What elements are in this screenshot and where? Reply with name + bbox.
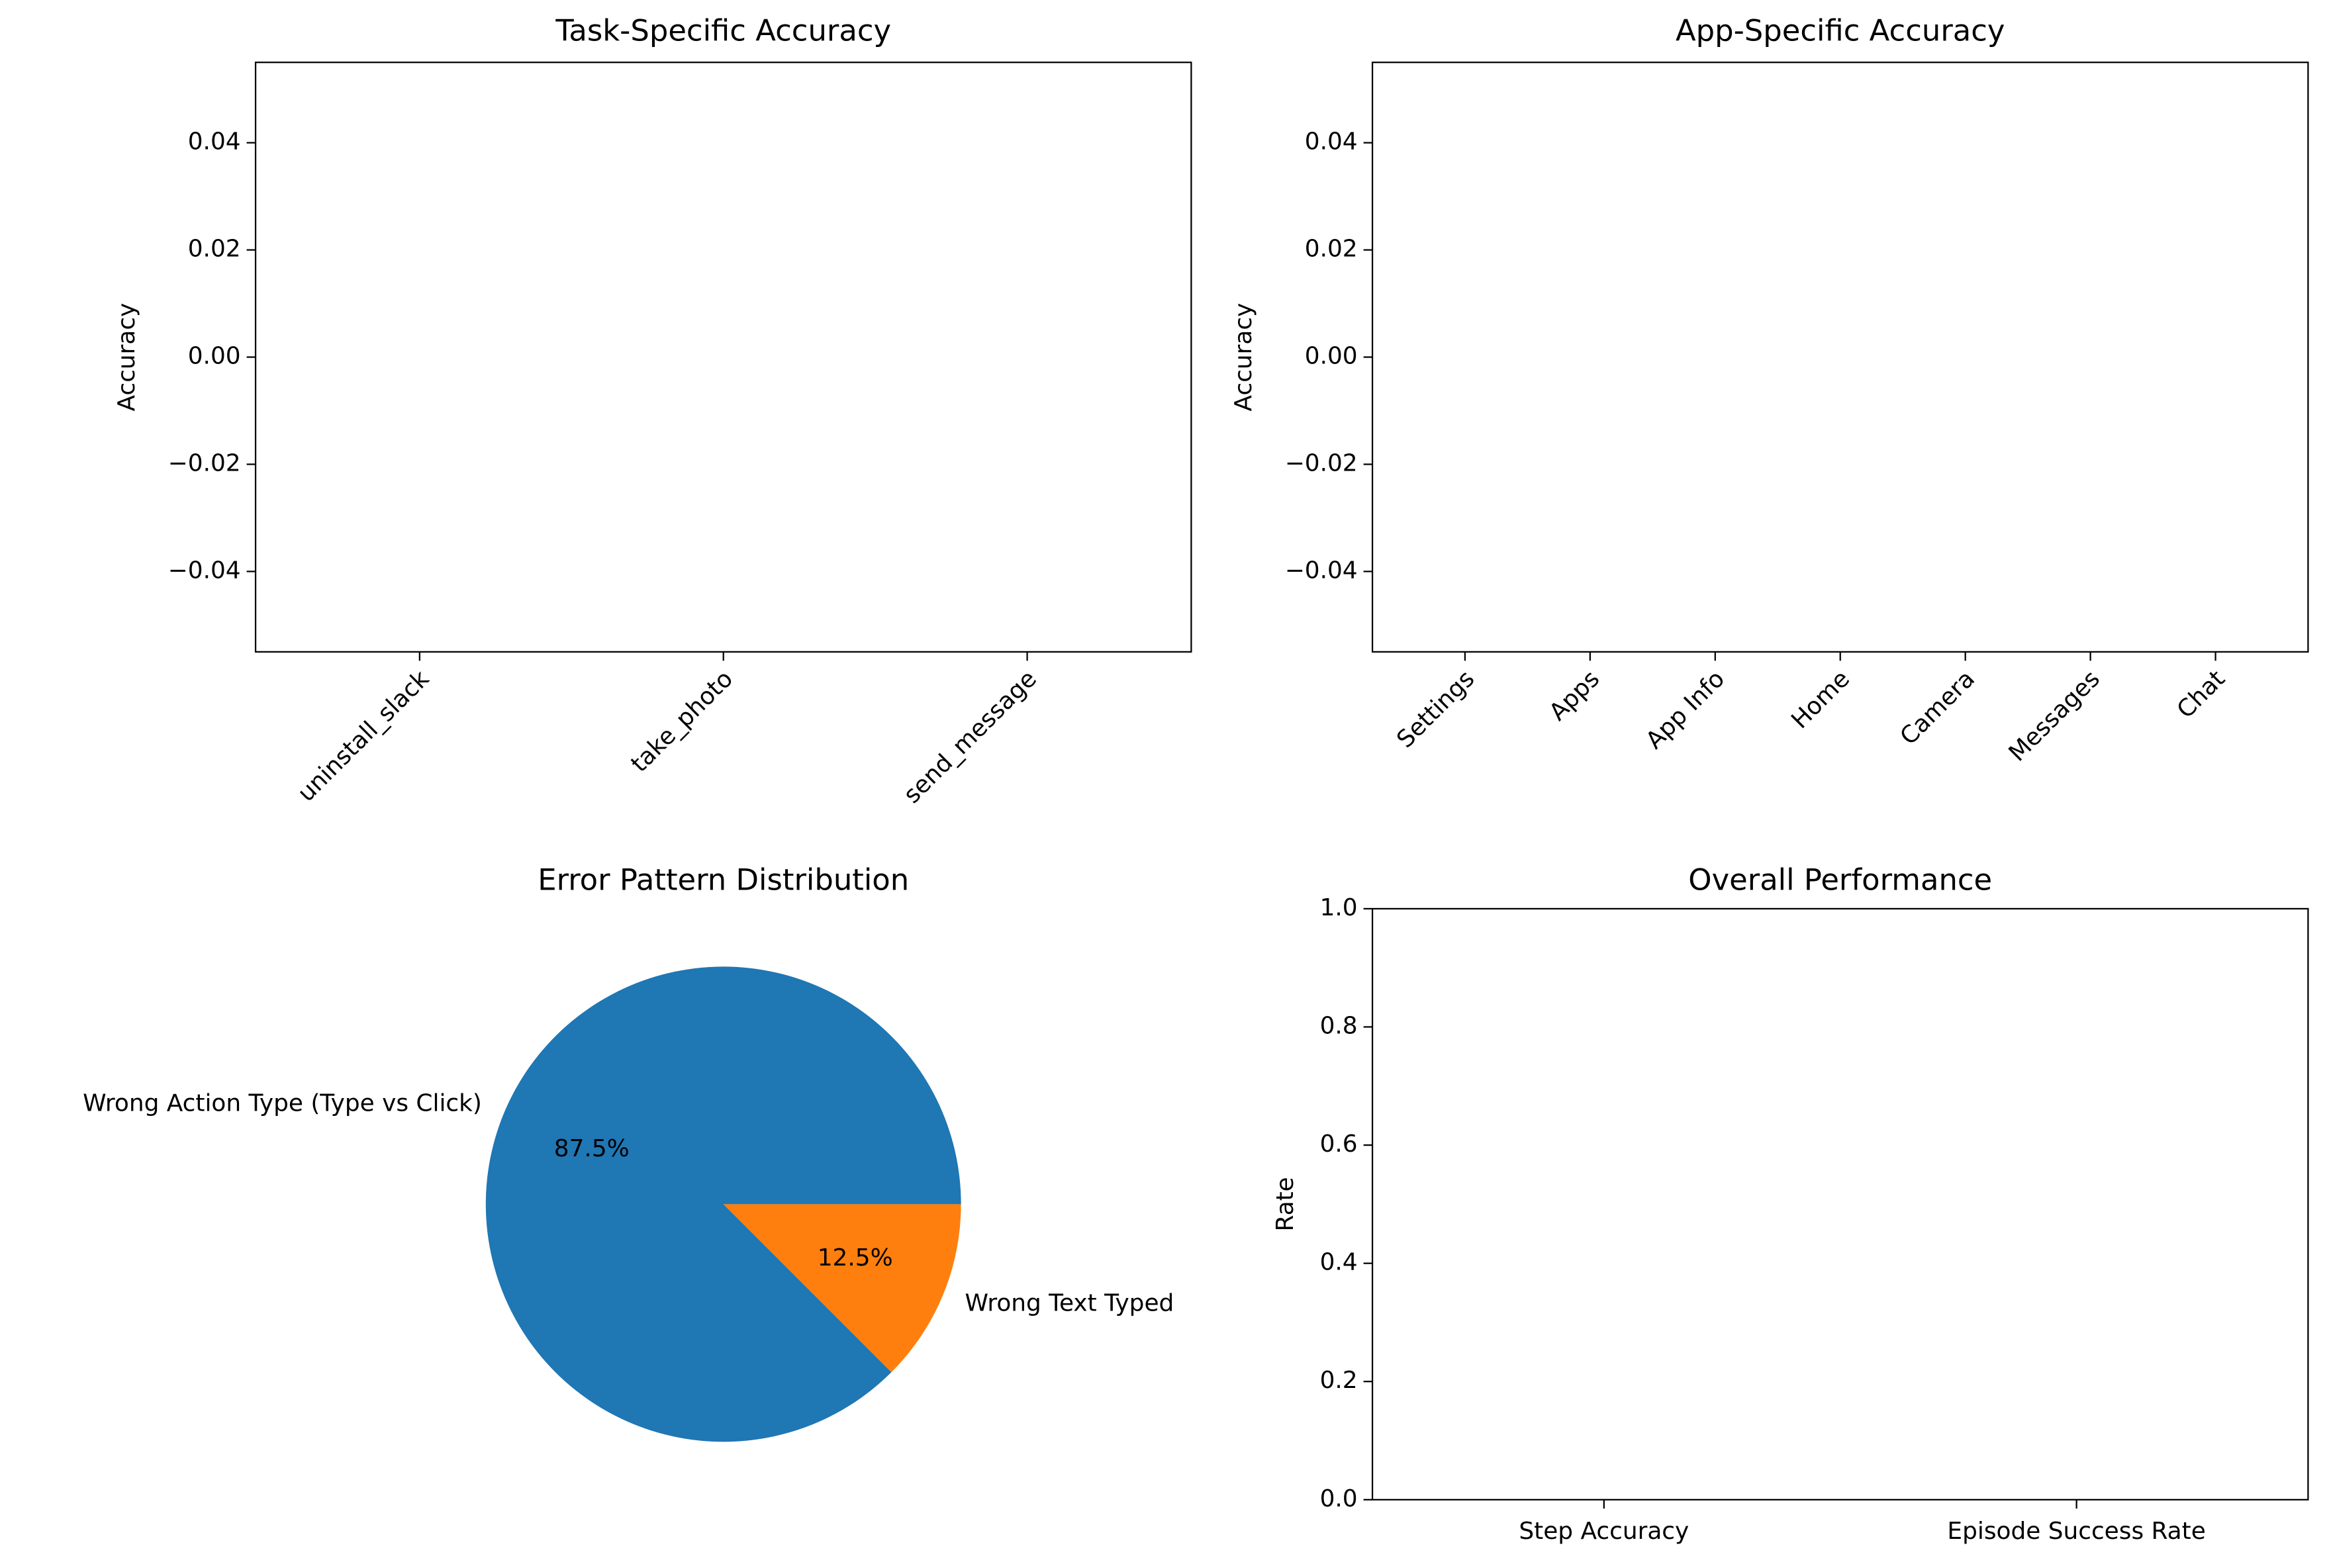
y-tick-label: 0.8	[1320, 1013, 1358, 1040]
y-tick-label: 0.2	[1320, 1367, 1358, 1394]
chart-title: App-Specific Accuracy	[1676, 13, 2005, 48]
chart-title: Error Pattern Distribution	[538, 862, 909, 898]
axes-frame	[1371, 62, 2309, 653]
y-axis-label: Accuracy	[113, 303, 140, 412]
pie-value-label: 12.5%	[818, 1244, 893, 1271]
y-tick-label: 0.4	[1320, 1249, 1358, 1276]
chart-title: Overall Performance	[1688, 862, 1992, 898]
y-tick-label: −0.04	[1285, 557, 1358, 584]
y-tick-label: 0.02	[188, 236, 241, 263]
y-tick-label: 0.00	[188, 343, 241, 370]
y-tick-label: −0.02	[1285, 449, 1358, 477]
chart-title: Task-Specific Accuracy	[555, 13, 891, 48]
pie-slice	[723, 1204, 961, 1373]
y-tick-label: 0.04	[1305, 128, 1358, 156]
y-tick-label: 0.00	[1305, 343, 1358, 370]
axes-frame	[1371, 907, 2309, 1500]
y-tick-label: 0.04	[188, 128, 241, 156]
y-tick-label: 0.6	[1320, 1130, 1358, 1158]
pie-label: Wrong Action Type (Type vs Click)	[83, 1089, 482, 1117]
y-axis-label: Rate	[1272, 1177, 1299, 1231]
y-tick-label: 1.0	[1320, 894, 1358, 921]
axes-frame	[254, 62, 1192, 653]
x-tick-label: Episode Success Rate	[1947, 1518, 2205, 1545]
x-tick-label: Step Accuracy	[1519, 1518, 1689, 1545]
pie-label: Wrong Text Typed	[965, 1289, 1174, 1316]
y-tick-label: 0.0	[1320, 1485, 1358, 1512]
y-axis-label: Accuracy	[1230, 303, 1257, 412]
pie-value-label: 87.5%	[554, 1135, 630, 1162]
y-tick-label: −0.02	[168, 449, 241, 477]
y-tick-label: −0.04	[168, 557, 241, 584]
y-tick-label: 0.02	[1305, 236, 1358, 263]
